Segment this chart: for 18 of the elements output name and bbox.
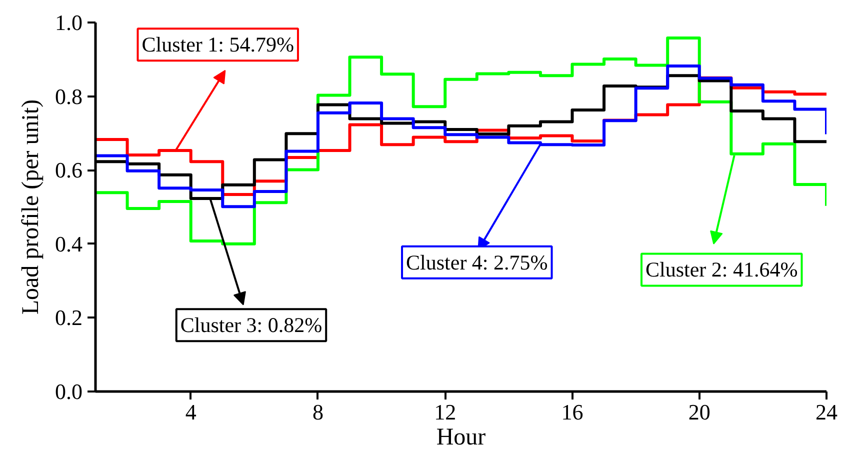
- y-axis-title: Load profile (per unit): [18, 99, 44, 315]
- x-tick-label: 8: [312, 400, 324, 424]
- y-tick-label: 0.4: [55, 231, 82, 256]
- x-tick-label: 24: [816, 400, 838, 424]
- x-tick-label: 20: [688, 400, 710, 424]
- x-axis-title: Hour: [436, 424, 486, 450]
- x-tick-label: 16: [561, 400, 584, 424]
- annotation: Cluster 1: 54.79%: [142, 32, 294, 57]
- y-tick-label: 0.0: [55, 379, 82, 404]
- annotation: Cluster 3: 0.82%: [180, 313, 322, 338]
- annotation: Cluster 4: 2.75%: [406, 250, 548, 274]
- annotation: Cluster 2: 41.64%: [645, 258, 798, 282]
- y-tick-label: 1.0: [55, 10, 82, 35]
- y-tick-label: 0.8: [55, 84, 82, 109]
- y-tick-label: 0.2: [55, 305, 82, 330]
- y-tick-label: 0.6: [55, 158, 82, 183]
- x-tick-label: 12: [434, 400, 456, 424]
- x-tick-label: 4: [185, 400, 196, 424]
